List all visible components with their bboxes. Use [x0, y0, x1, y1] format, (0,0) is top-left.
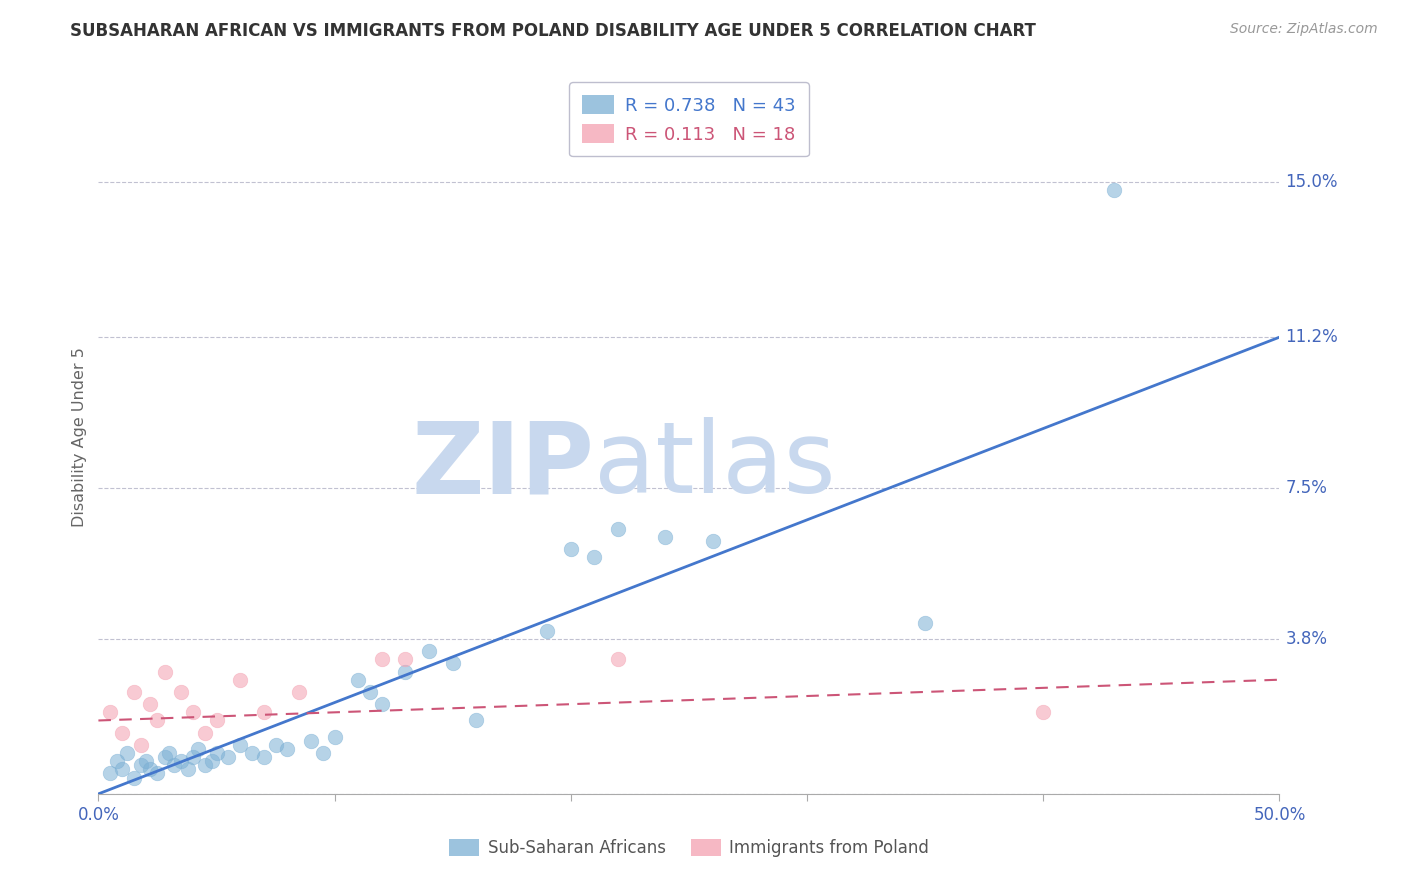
Point — [98, 766, 121, 780]
Point — [607, 522, 630, 536]
Point — [129, 758, 152, 772]
Point — [181, 750, 204, 764]
Point — [347, 673, 370, 687]
Point — [170, 754, 193, 768]
Y-axis label: Disability Age Under 5: Disability Age Under 5 — [72, 347, 87, 527]
Point — [170, 685, 193, 699]
Point — [122, 685, 145, 699]
Point — [560, 542, 582, 557]
Point — [359, 685, 381, 699]
Point — [1102, 183, 1125, 197]
Text: SUBSAHARAN AFRICAN VS IMMIGRANTS FROM POLAND DISABILITY AGE UNDER 5 CORRELATION : SUBSAHARAN AFRICAN VS IMMIGRANTS FROM PO… — [70, 22, 1036, 40]
Point — [914, 615, 936, 630]
Point — [418, 644, 440, 658]
Point — [153, 750, 176, 764]
Text: 15.0%: 15.0% — [1285, 173, 1339, 191]
Point — [654, 530, 676, 544]
Point — [229, 673, 252, 687]
Point — [205, 746, 228, 760]
Point — [312, 746, 335, 760]
Point — [394, 652, 416, 666]
Point — [253, 706, 276, 720]
Point — [240, 746, 263, 760]
Point — [194, 725, 217, 739]
Text: Source: ZipAtlas.com: Source: ZipAtlas.com — [1230, 22, 1378, 37]
Point — [394, 665, 416, 679]
Point — [98, 706, 121, 720]
Text: 7.5%: 7.5% — [1285, 479, 1327, 497]
Point — [139, 763, 162, 777]
Point — [253, 750, 276, 764]
Point — [288, 685, 311, 699]
Point — [139, 697, 162, 711]
Point — [702, 534, 724, 549]
Point — [1032, 706, 1054, 720]
Point — [163, 758, 186, 772]
Point — [583, 550, 606, 565]
Point — [607, 652, 630, 666]
Point — [201, 754, 224, 768]
Point — [146, 766, 169, 780]
Text: atlas: atlas — [595, 417, 837, 514]
Point — [536, 624, 558, 638]
Point — [129, 738, 152, 752]
Point — [264, 738, 287, 752]
Point — [111, 763, 134, 777]
Point — [115, 746, 138, 760]
Point — [181, 706, 204, 720]
Point — [187, 742, 209, 756]
Text: 11.2%: 11.2% — [1285, 328, 1339, 346]
Point — [217, 750, 239, 764]
Text: 3.8%: 3.8% — [1285, 630, 1327, 648]
Point — [299, 734, 322, 748]
Point — [194, 758, 217, 772]
Point — [205, 714, 228, 728]
Point — [229, 738, 252, 752]
Point — [105, 754, 128, 768]
Point — [371, 697, 394, 711]
Point — [157, 746, 180, 760]
Legend: Sub-Saharan Africans, Immigrants from Poland: Sub-Saharan Africans, Immigrants from Po… — [443, 832, 935, 864]
Point — [177, 763, 200, 777]
Point — [441, 657, 464, 671]
Point — [122, 771, 145, 785]
Point — [153, 665, 176, 679]
Point — [111, 725, 134, 739]
Point — [276, 742, 298, 756]
Point — [371, 652, 394, 666]
Point — [323, 730, 346, 744]
Point — [146, 714, 169, 728]
Text: ZIP: ZIP — [412, 417, 595, 514]
Point — [465, 714, 488, 728]
Point — [135, 754, 157, 768]
